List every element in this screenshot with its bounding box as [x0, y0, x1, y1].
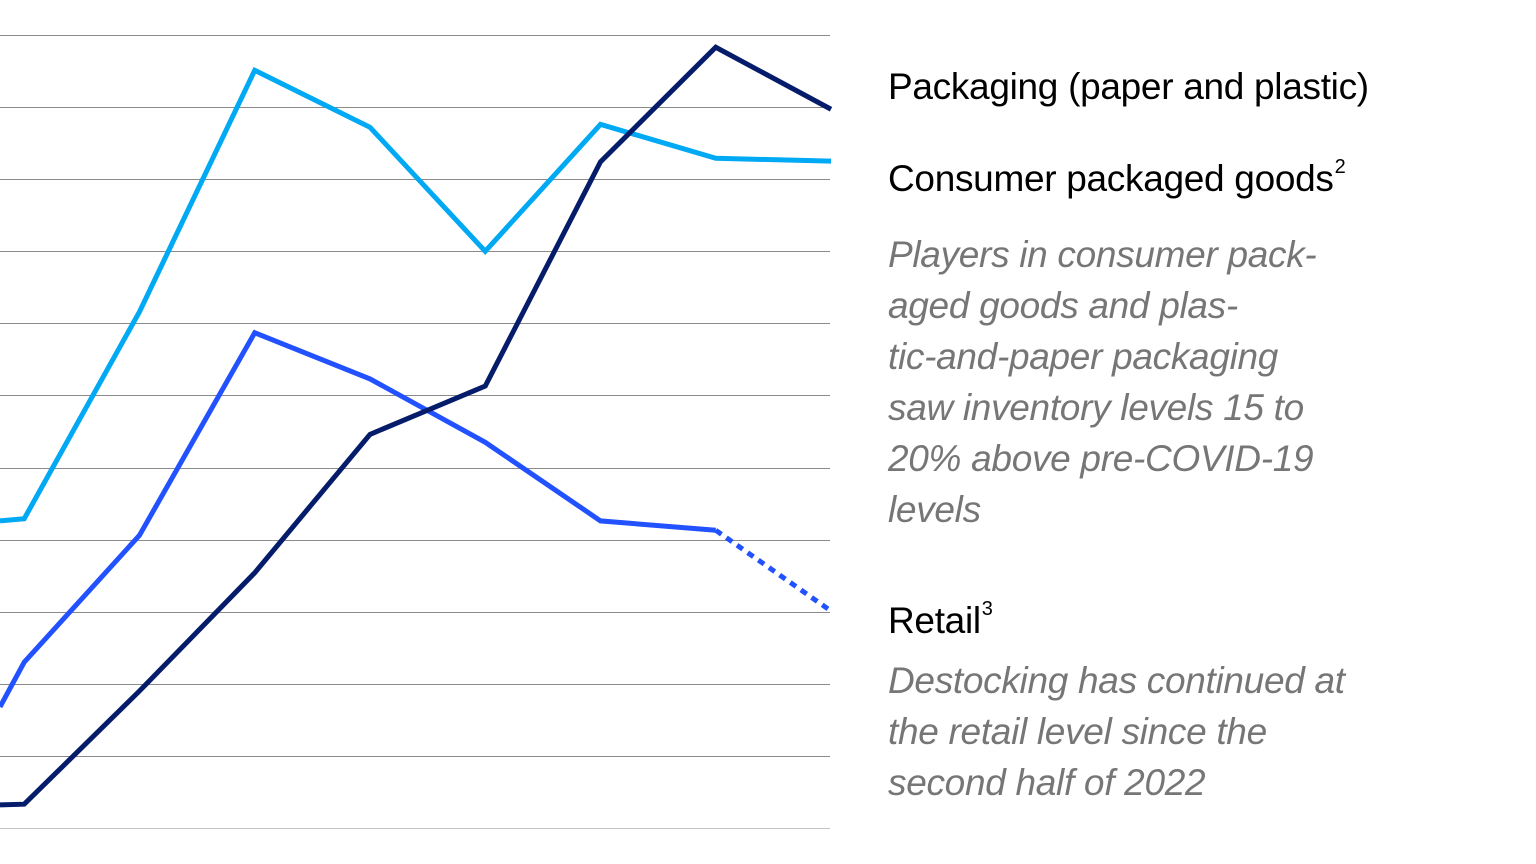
legend-packaging: Packaging (paper and plastic) — [888, 66, 1369, 108]
cpg-note: Players in consumer pack- aged goods and… — [888, 229, 1317, 535]
legend-packaging-label: Packaging — [888, 66, 1059, 107]
cpg-note-line: 20% above pre-COVID-19 — [888, 438, 1314, 479]
cpg-note-line: tic-and-paper packaging — [888, 336, 1279, 377]
series-line-packaging-paper-and-plastic — [0, 44, 833, 808]
cpg-note-line: aged goods and plas- — [888, 285, 1238, 326]
retail-note: Destocking has continued at the retail l… — [888, 655, 1345, 808]
series-lines — [0, 44, 833, 808]
line-chart — [0, 35, 833, 829]
legend-packaging-qualifier: (paper and plastic) — [1068, 66, 1369, 107]
legend-retail-footnote: 3 — [981, 598, 993, 620]
legend-cpg: Consumer packaged goods2 — [888, 156, 1346, 200]
cpg-note-line: levels — [888, 489, 981, 530]
retail-note-line: Destocking has continued at — [888, 660, 1345, 701]
cpg-note-line: saw inventory levels 15 to — [888, 387, 1304, 428]
legend-cpg-footnote: 2 — [1334, 156, 1346, 178]
cpg-note-line: Players in consumer pack- — [888, 234, 1317, 275]
retail-note-line: second half of 2022 — [888, 762, 1206, 803]
retail-note-line: the retail level since the — [888, 711, 1267, 752]
series-line-consumer-packaged-goods — [0, 66, 832, 524]
series-line-retail — [0, 329, 716, 709]
legend-retail: Retail3 — [888, 598, 993, 642]
legend-retail-label: Retail — [888, 600, 981, 641]
series-line-retail-projected — [714, 528, 833, 614]
gridlines — [0, 35, 830, 829]
legend-cpg-label: Consumer packaged goods — [888, 158, 1334, 199]
